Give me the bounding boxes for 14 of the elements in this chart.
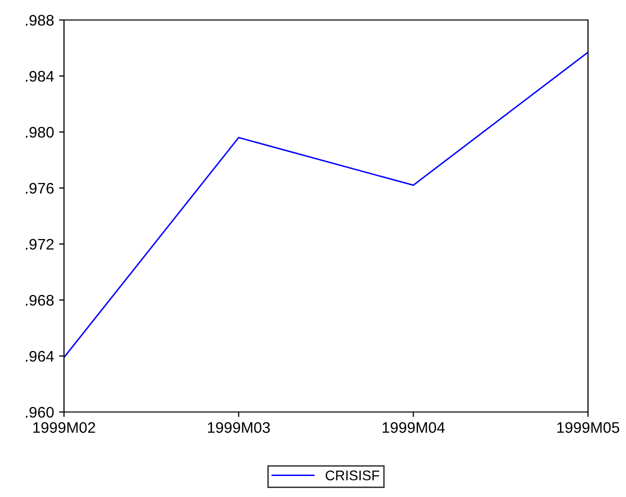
y-tick-label: .964 xyxy=(26,350,54,362)
y-tick-label: .984 xyxy=(26,70,54,82)
y-tick-label: .968 xyxy=(26,294,54,306)
y-tick-label: .960 xyxy=(26,406,54,418)
x-tick-label: 1999M03 xyxy=(208,422,270,433)
y-tick-label: .976 xyxy=(26,182,54,194)
y-tick-label: .972 xyxy=(26,238,54,250)
y-tick-label: .988 xyxy=(26,14,54,26)
x-tick-label: 1999M05 xyxy=(557,422,620,433)
x-tick-label: 1999M04 xyxy=(382,422,445,433)
y-tick-label: .980 xyxy=(26,126,54,138)
x-tick-label: 1999M02 xyxy=(33,422,96,433)
legend-label: CRISISF xyxy=(326,470,380,480)
line-series xyxy=(64,52,588,358)
